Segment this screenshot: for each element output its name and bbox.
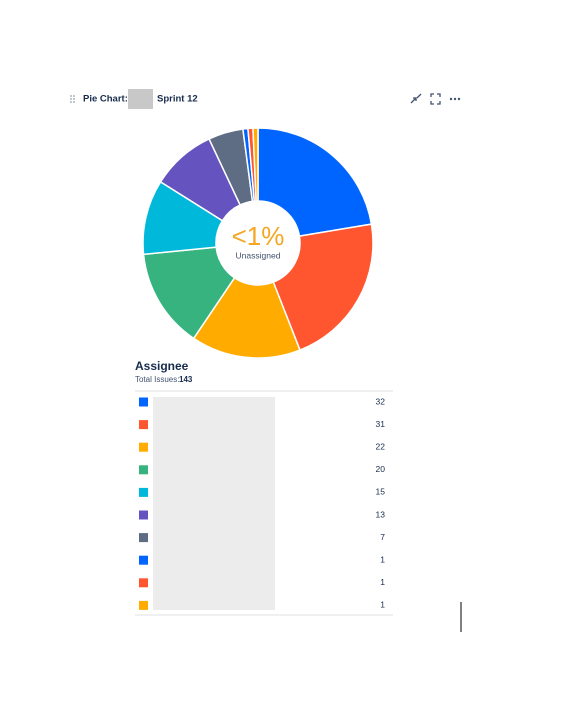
legend-swatch	[139, 487, 148, 497]
legend-value: 13	[376, 509, 386, 519]
legend-swatch	[139, 420, 148, 430]
legend-swatch	[139, 397, 148, 407]
pie-slice[interactable]	[272, 223, 374, 352]
pie-slice[interactable]	[252, 127, 259, 202]
center-label: Unassigned	[236, 250, 281, 260]
legend-value: 15	[376, 487, 386, 497]
legend-swatch	[139, 442, 148, 452]
legend-swatch	[139, 465, 148, 475]
legend-value: 1	[380, 577, 385, 587]
minimize-icon[interactable]	[410, 93, 422, 104]
pie-slice[interactable]	[142, 246, 236, 340]
legend-value: 1	[380, 554, 385, 564]
total-label: Total Issues:	[135, 375, 179, 384]
pie-slice[interactable]	[192, 276, 301, 359]
redaction	[128, 89, 153, 109]
legend-swatch	[139, 533, 148, 543]
legend-title: Assignee	[135, 359, 189, 373]
pie-slice[interactable]	[257, 127, 373, 237]
legend-value: 31	[376, 419, 386, 429]
legend-swatch	[139, 510, 148, 520]
legend-swatch	[139, 600, 148, 610]
legend-value: 22	[376, 441, 386, 451]
legend-value: 20	[376, 464, 386, 474]
legend-swatch	[139, 578, 148, 588]
legend-value: 1	[380, 600, 385, 610]
redaction	[153, 397, 275, 610]
gadget-title: Pie Chart: M	[83, 94, 139, 105]
center-value: <1%	[232, 221, 285, 251]
legend-value: 32	[376, 396, 386, 406]
more-icon[interactable]	[449, 97, 461, 101]
drag-handle[interactable]	[70, 95, 75, 103]
legend-value: 7	[380, 532, 385, 542]
legend-swatch	[139, 555, 148, 565]
gadget-title: Sprint 12	[157, 94, 198, 105]
total-value: 143	[179, 375, 193, 384]
fullscreen-icon[interactable]	[430, 93, 441, 105]
